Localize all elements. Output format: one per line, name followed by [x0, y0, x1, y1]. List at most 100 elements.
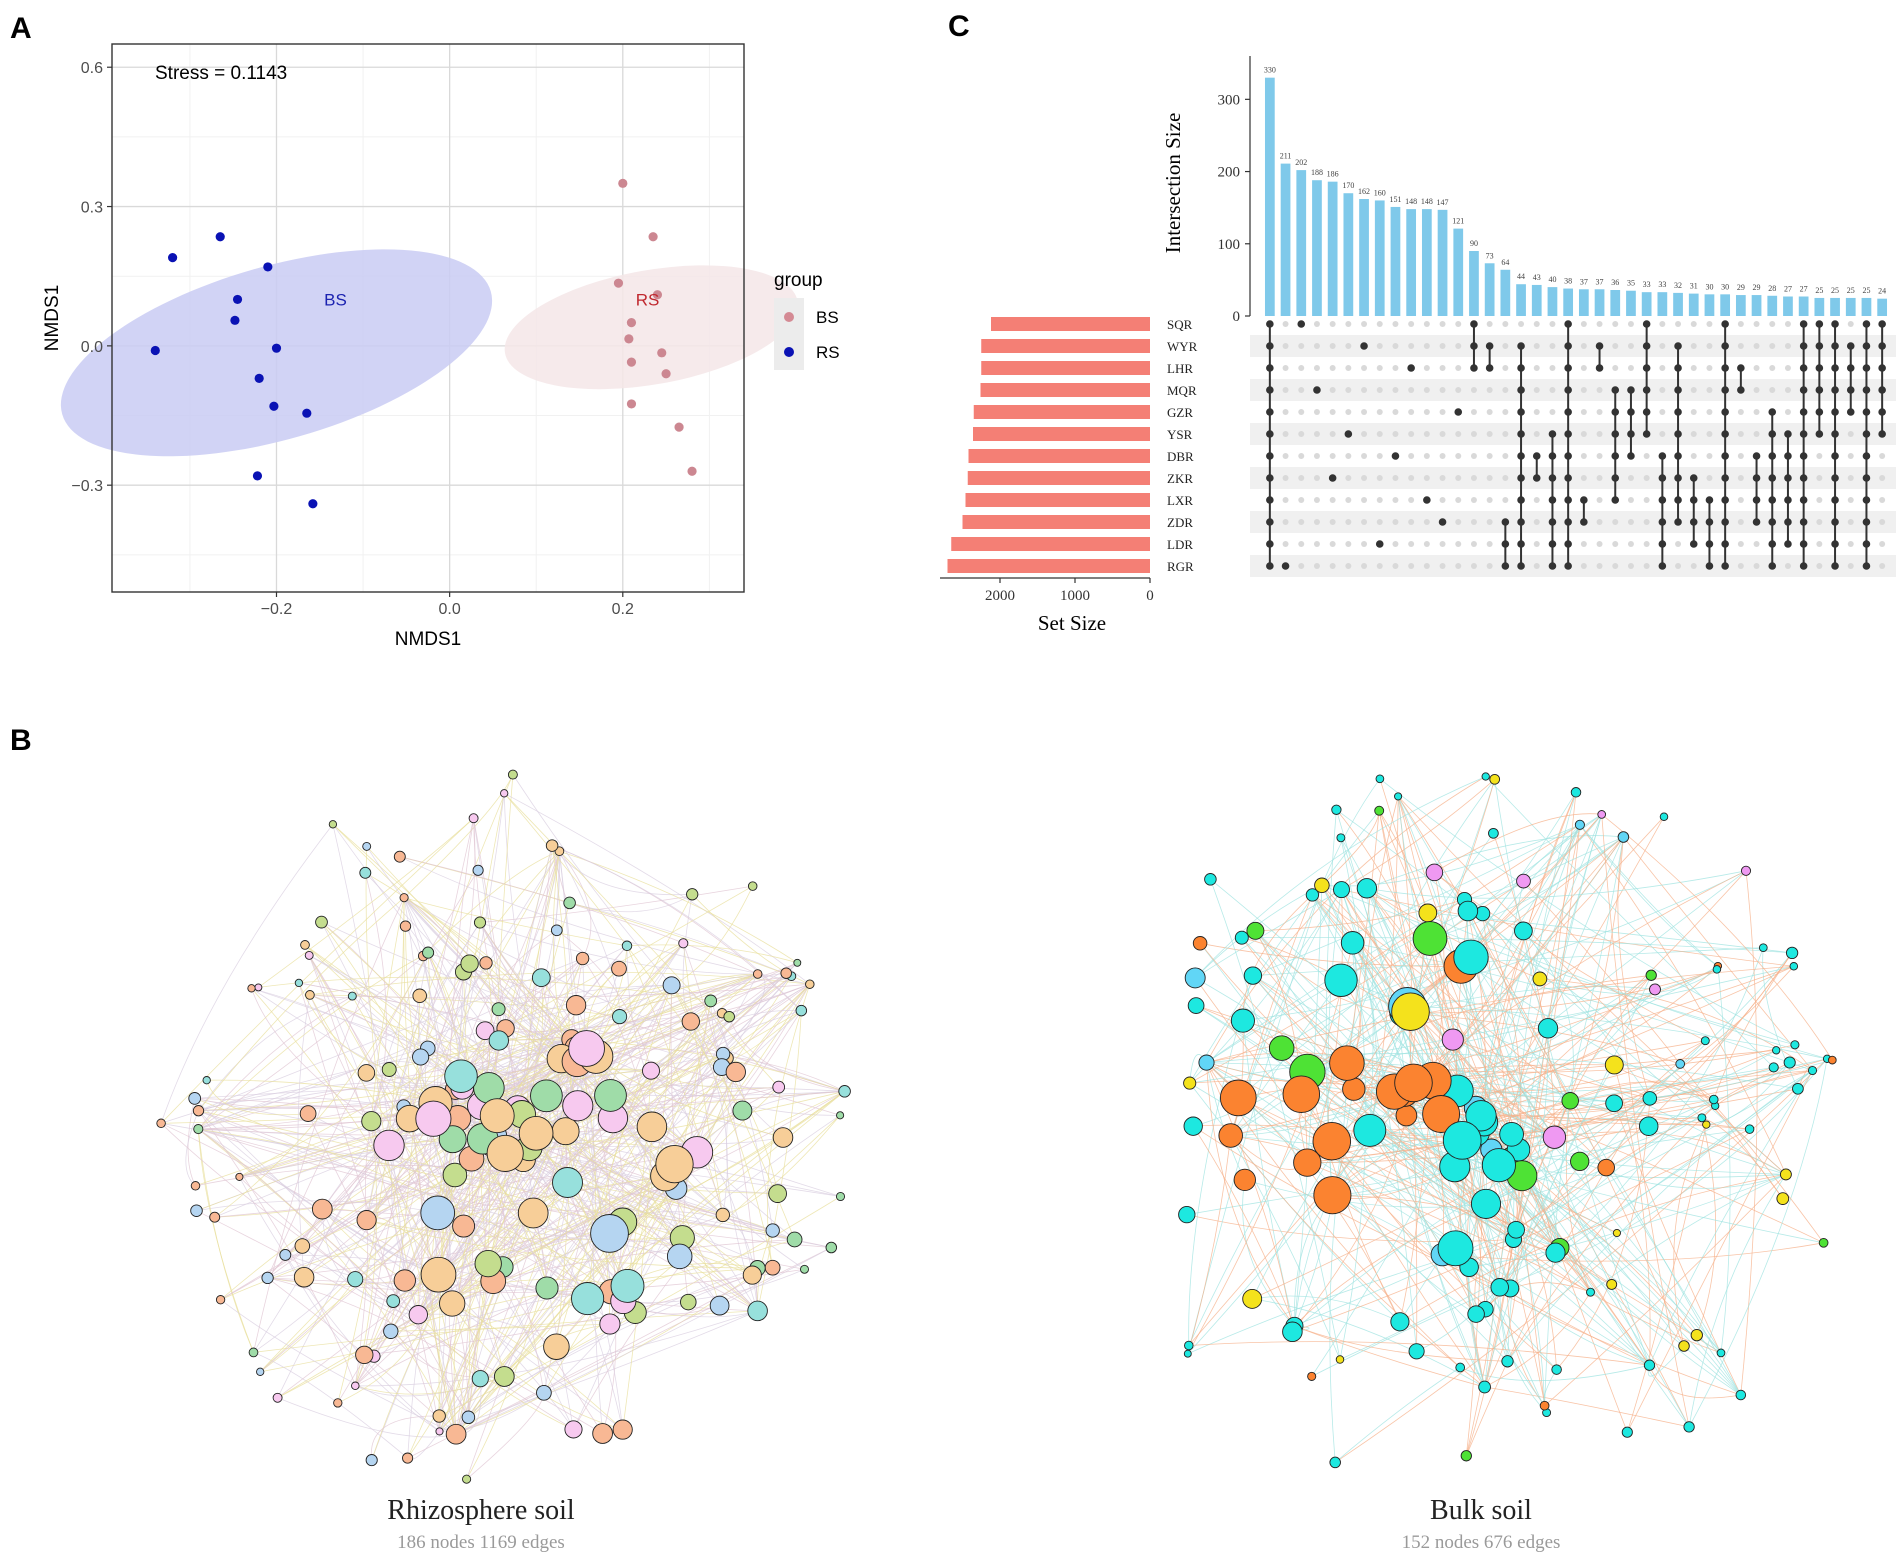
matrix-dot-filled: [1831, 430, 1839, 438]
network-edge: [1252, 947, 1764, 976]
matrix-dot-empty: [1455, 541, 1462, 547]
matrix-dot-filled: [1705, 518, 1714, 526]
network-node: [1282, 1075, 1321, 1113]
network-edge: [592, 1056, 603, 1434]
matrix-dot-empty: [1345, 321, 1352, 327]
network-edge: [277, 1274, 439, 1399]
matrix-dot-empty: [1596, 387, 1603, 393]
intersection-bar-label: 25: [1847, 286, 1855, 295]
network-edge: [690, 1021, 728, 1215]
matrix-dot-empty: [1439, 541, 1446, 547]
matrix-dot-filled: [1862, 364, 1871, 372]
set-size-axis-title: Set Size: [1038, 611, 1106, 635]
matrix-dot-empty: [1533, 409, 1540, 415]
network-node: [445, 1423, 467, 1445]
network-node: [545, 839, 559, 852]
matrix-dot-filled: [1438, 518, 1447, 526]
network-edge: [1762, 947, 1799, 1089]
network-edge: [611, 1114, 841, 1293]
matrix-dot-filled: [1454, 408, 1463, 416]
matrix-dot-filled: [1564, 518, 1572, 526]
matrix-dot-empty: [1706, 475, 1713, 481]
x-tick-label: 0.0: [439, 601, 461, 618]
network-node: [1455, 1362, 1466, 1373]
matrix-dot-empty: [1753, 541, 1760, 547]
network-edge: [1452, 1039, 1650, 1099]
matrix-dot-filled: [1548, 540, 1557, 548]
network-edge: [332, 824, 406, 1281]
intersection-bar: [1861, 297, 1872, 316]
network-node: [1394, 1063, 1433, 1103]
matrix-dot-empty: [1486, 519, 1493, 525]
network-node: [768, 1184, 787, 1203]
matrix-dot-empty: [1627, 541, 1634, 547]
matrix-dot-filled: [1689, 540, 1698, 548]
network-node: [1744, 1124, 1755, 1134]
set-label: SQR: [1167, 317, 1193, 332]
matrix-dot-filled: [1674, 364, 1682, 372]
network-edge: [512, 774, 672, 986]
network-node: [1716, 1348, 1726, 1358]
intersection-bar-label: 33: [1658, 280, 1666, 289]
set-label: LDR: [1167, 537, 1193, 552]
network-node: [1183, 1076, 1197, 1090]
network-node: [1243, 966, 1263, 985]
network-node: [531, 968, 551, 988]
network-edge: [366, 1072, 845, 1096]
matrix-dot-empty: [1847, 497, 1854, 503]
network-node: [1184, 967, 1206, 989]
rhizosphere-network: [156, 769, 851, 1484]
network-node: [192, 1105, 205, 1117]
y-tick-label: 0.0: [81, 339, 103, 356]
matrix-dot-empty: [1392, 519, 1399, 525]
network-node: [1305, 888, 1320, 902]
intersection-bar: [1877, 298, 1888, 316]
network-node: [1374, 805, 1385, 816]
network-node: [1307, 1371, 1317, 1381]
intersection-bar-label: 27: [1800, 285, 1808, 294]
matrix-dot-filled: [1799, 386, 1808, 394]
matrix-dot-empty: [1486, 387, 1493, 393]
matrix-dot-filled: [1517, 518, 1525, 526]
intersection-bar: [1359, 199, 1369, 316]
network-node: [592, 1423, 613, 1444]
network-node: [1561, 1092, 1579, 1110]
network-edge: [529, 1147, 753, 1276]
network-node: [742, 1265, 762, 1285]
network-node: [568, 1030, 605, 1067]
network-stats-rhizosphere: 186 nodes 1169 edges: [397, 1532, 565, 1553]
matrix-dot-filled: [1799, 408, 1808, 416]
network-edge: [479, 922, 758, 975]
matrix-dot-empty: [1486, 321, 1493, 327]
network-node: [662, 976, 681, 995]
matrix-dot-empty: [1455, 563, 1462, 569]
network-node: [1425, 863, 1444, 882]
matrix-dot-empty: [1470, 497, 1477, 503]
matrix-dot-filled: [1799, 452, 1808, 460]
network-edge: [682, 943, 724, 1215]
matrix-dot-empty: [1455, 453, 1462, 459]
matrix-dot-empty: [1847, 519, 1854, 525]
matrix-dot-empty: [1879, 541, 1886, 547]
network-node: [1457, 900, 1479, 922]
matrix-dot-filled: [1815, 408, 1824, 416]
network-edge: [194, 1098, 628, 1287]
matrix-dot-filled: [1721, 474, 1729, 482]
matrix-dot-filled: [1768, 408, 1777, 416]
matrix-dot-empty: [1439, 387, 1446, 393]
matrix-dot-empty: [1361, 519, 1368, 525]
network-edge: [1399, 1174, 1786, 1323]
intersection-bar-label: 330: [1264, 66, 1276, 75]
matrix-dot-filled: [1878, 342, 1886, 350]
network-node: [452, 1214, 476, 1238]
network-edge: [198, 897, 405, 1111]
matrix-dot-empty: [1455, 497, 1462, 503]
matrix-row-stripe: [1250, 555, 1896, 577]
network-node: [599, 1313, 621, 1335]
network-edge: [1321, 810, 1380, 886]
network-edge: [1494, 779, 1650, 1366]
network-edge: [1189, 1082, 1650, 1366]
matrix-dot-empty: [1737, 475, 1744, 481]
matrix-dot-filled: [1768, 474, 1777, 482]
network-node: [1606, 1278, 1618, 1290]
